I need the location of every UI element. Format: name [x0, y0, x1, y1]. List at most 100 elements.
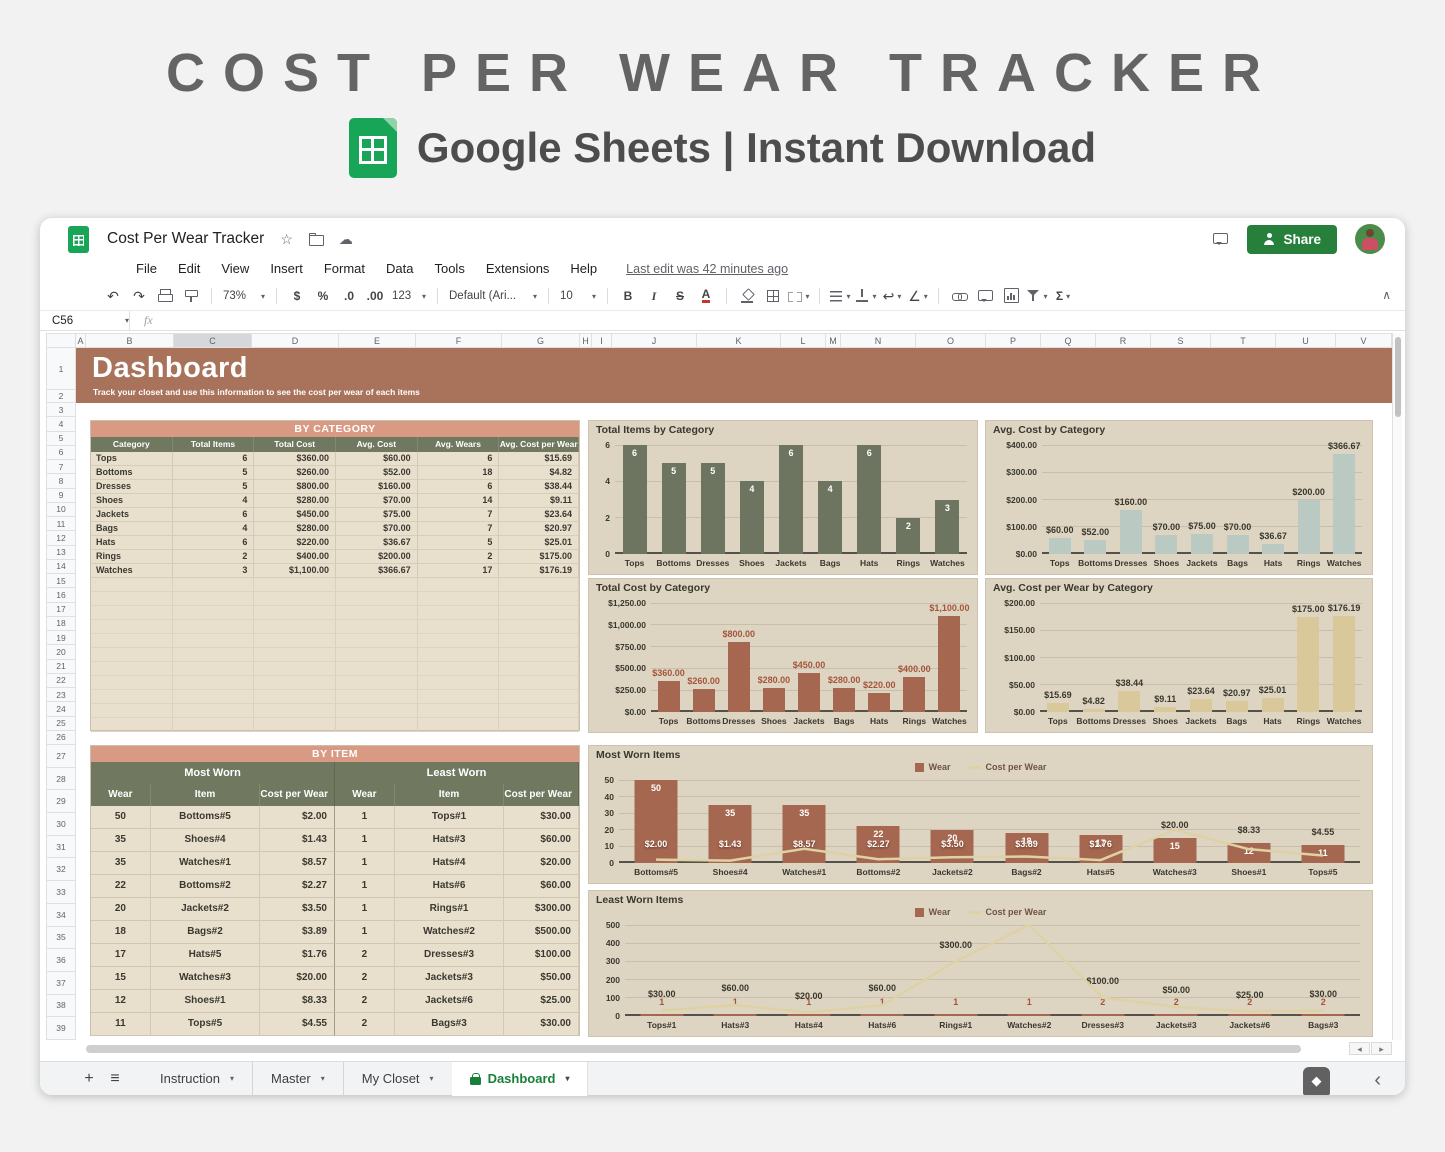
- cell[interactable]: 1: [335, 875, 395, 898]
- empty-row[interactable]: [91, 578, 580, 592]
- cell[interactable]: $20.97: [499, 522, 580, 536]
- empty-row[interactable]: [91, 634, 580, 648]
- sheet-tab-dashboard[interactable]: Dashboard ▾: [451, 1061, 589, 1096]
- cell[interactable]: $200.00: [336, 550, 418, 564]
- toolbar-functions-button[interactable]: Σ ▾: [1052, 285, 1074, 307]
- cell[interactable]: Jackets#3: [394, 967, 505, 990]
- cell[interactable]: [336, 704, 418, 718]
- explore-button[interactable]: ◆: [1303, 1067, 1330, 1095]
- cell[interactable]: Dresses#3: [394, 944, 505, 967]
- row-header-16[interactable]: 16: [47, 588, 75, 603]
- row-header-13[interactable]: 13: [47, 546, 75, 560]
- cell[interactable]: [499, 592, 580, 606]
- hide-side-panel-chevron[interactable]: ‹: [1374, 1069, 1381, 1091]
- toolbar-insert-link-button[interactable]: [948, 285, 970, 307]
- cell[interactable]: 12: [91, 990, 151, 1013]
- cell[interactable]: [91, 578, 173, 592]
- row-header-25[interactable]: 25: [47, 717, 75, 731]
- row-header-38[interactable]: 38: [47, 995, 75, 1018]
- cell[interactable]: $30.00: [504, 1013, 579, 1036]
- cell[interactable]: $36.67: [336, 536, 418, 550]
- cell[interactable]: $280.00: [254, 522, 336, 536]
- toolbar-font-size-select-button[interactable]: 10 ▾: [558, 285, 598, 307]
- cell[interactable]: $2.27: [260, 875, 335, 898]
- cell[interactable]: [499, 718, 580, 732]
- cell[interactable]: [336, 718, 418, 732]
- cell[interactable]: Bottoms: [91, 466, 173, 480]
- cell[interactable]: Bottoms#5: [150, 806, 261, 829]
- cell[interactable]: $23.64: [499, 508, 580, 522]
- column-header-P[interactable]: P: [986, 334, 1041, 347]
- cell[interactable]: [91, 606, 173, 620]
- cell[interactable]: 4: [172, 494, 255, 508]
- column-header-U[interactable]: U: [1276, 334, 1336, 347]
- cell[interactable]: $20.00: [504, 852, 579, 875]
- cell[interactable]: [499, 578, 580, 592]
- cell[interactable]: [91, 592, 173, 606]
- cell[interactable]: [336, 578, 418, 592]
- cell[interactable]: Jackets#6: [394, 990, 505, 1013]
- cell[interactable]: Bags#3: [394, 1013, 505, 1036]
- cell[interactable]: 2: [335, 967, 395, 990]
- cell[interactable]: $8.33: [260, 990, 335, 1013]
- cell[interactable]: $8.57: [260, 852, 335, 875]
- row-header-19[interactable]: 19: [47, 631, 75, 646]
- cell[interactable]: $260.00: [254, 466, 336, 480]
- row-header-18[interactable]: 18: [47, 617, 75, 631]
- row-header-34[interactable]: 34: [47, 904, 75, 927]
- cell[interactable]: [336, 606, 418, 620]
- column-header-G[interactable]: G: [502, 334, 580, 347]
- cell[interactable]: [172, 592, 255, 606]
- cell[interactable]: Rings: [91, 550, 173, 564]
- toolbar-bold-button[interactable]: B: [617, 285, 639, 307]
- cell[interactable]: [499, 690, 580, 704]
- cell[interactable]: 1: [335, 829, 395, 852]
- cell[interactable]: 2: [417, 550, 500, 564]
- cell[interactable]: 35: [91, 829, 151, 852]
- cell[interactable]: $160.00: [336, 480, 418, 494]
- horizontal-scrollbar[interactable]: ◂ ▸: [76, 1042, 1392, 1056]
- toolbar-borders-button[interactable]: [762, 285, 784, 307]
- cell[interactable]: $4.82: [499, 466, 580, 480]
- column-header-N[interactable]: N: [841, 334, 916, 347]
- cell[interactable]: $3.89: [260, 921, 335, 944]
- vertical-scrollbar[interactable]: [1392, 333, 1402, 1040]
- cell[interactable]: [172, 634, 255, 648]
- cell[interactable]: 50: [91, 806, 151, 829]
- cell[interactable]: 18: [91, 921, 151, 944]
- cell[interactable]: [417, 648, 500, 662]
- row-header-10[interactable]: 10: [47, 503, 75, 517]
- cell[interactable]: $25.00: [504, 990, 579, 1013]
- cell[interactable]: $176.19: [499, 564, 580, 578]
- cell[interactable]: $175.00: [499, 550, 580, 564]
- cell[interactable]: $4.55: [260, 1013, 335, 1036]
- formula-input[interactable]: [153, 311, 1405, 330]
- column-header-F[interactable]: F: [416, 334, 502, 347]
- cell[interactable]: $20.00: [260, 967, 335, 990]
- row-header-24[interactable]: 24: [47, 702, 75, 717]
- cell[interactable]: $15.69: [499, 452, 580, 466]
- cell[interactable]: 3: [172, 564, 255, 578]
- cell[interactable]: 1: [335, 806, 395, 829]
- cell[interactable]: 17: [91, 944, 151, 967]
- cell[interactable]: $1.76: [260, 944, 335, 967]
- menu-extensions[interactable]: Extensions: [485, 261, 550, 276]
- cell[interactable]: Jackets: [91, 508, 173, 522]
- sheet-canvas[interactable]: Dashboard Track your closet and use this…: [76, 348, 1392, 1040]
- cell[interactable]: [336, 620, 418, 634]
- cell[interactable]: 22: [91, 875, 151, 898]
- cell[interactable]: Watches#2: [394, 921, 505, 944]
- row-header-36[interactable]: 36: [47, 949, 75, 972]
- cell[interactable]: [254, 634, 337, 648]
- cell[interactable]: $280.00: [254, 494, 336, 508]
- toolbar-vertical-align-button[interactable]: ▾: [855, 285, 877, 307]
- cell[interactable]: 5: [172, 480, 255, 494]
- row-header-27[interactable]: 27: [47, 745, 75, 768]
- chart-total-items-by-category[interactable]: Total Items by Category Tops 6 Bottoms 5 Dres…: [588, 420, 978, 575]
- cell[interactable]: [172, 606, 255, 620]
- cell[interactable]: [254, 690, 337, 704]
- cell[interactable]: 18: [417, 466, 500, 480]
- cell[interactable]: Hats#6: [394, 875, 505, 898]
- cell[interactable]: [91, 620, 173, 634]
- toolbar-font-select-button[interactable]: Default (Ari... ▾: [447, 285, 539, 307]
